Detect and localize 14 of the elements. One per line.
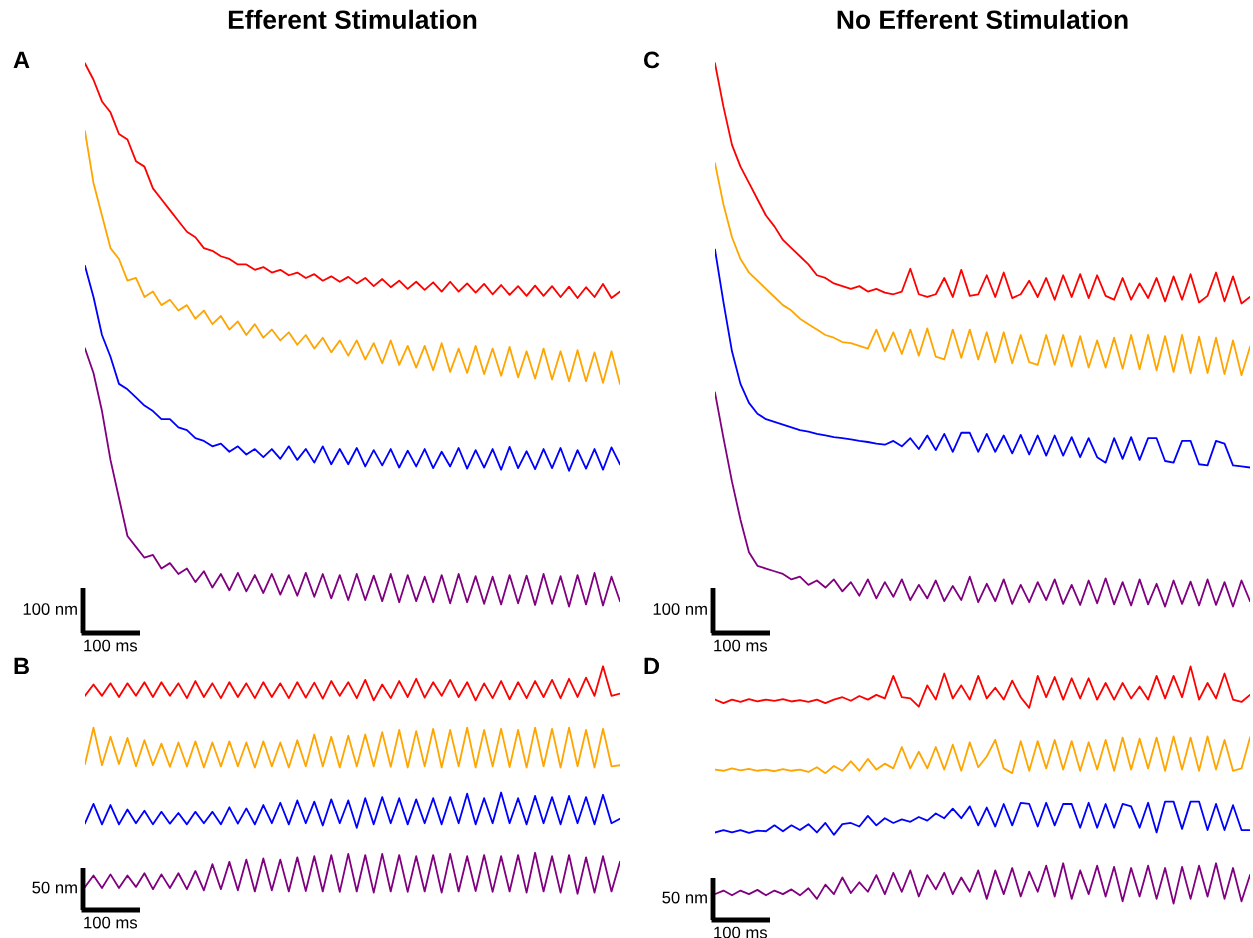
text: 100 ms: [714, 926, 768, 938]
text: 100 nm: [653, 603, 707, 615]
text: B: [14, 657, 29, 675]
text: 50 nm: [662, 891, 707, 904]
chart-title: Efferent Stimulation: [228, 9, 477, 30]
text: A: [13, 51, 30, 69]
text: 100 nm: [23, 603, 77, 615]
text: 50 nm: [32, 881, 77, 894]
text: 100 ms: [84, 916, 138, 929]
text: 100 ms: [84, 639, 138, 652]
text: C: [643, 51, 660, 69]
text: D: [644, 657, 660, 675]
text: 100 ms: [714, 639, 768, 652]
chart-title: No Efferent Stimulation: [837, 9, 1128, 30]
